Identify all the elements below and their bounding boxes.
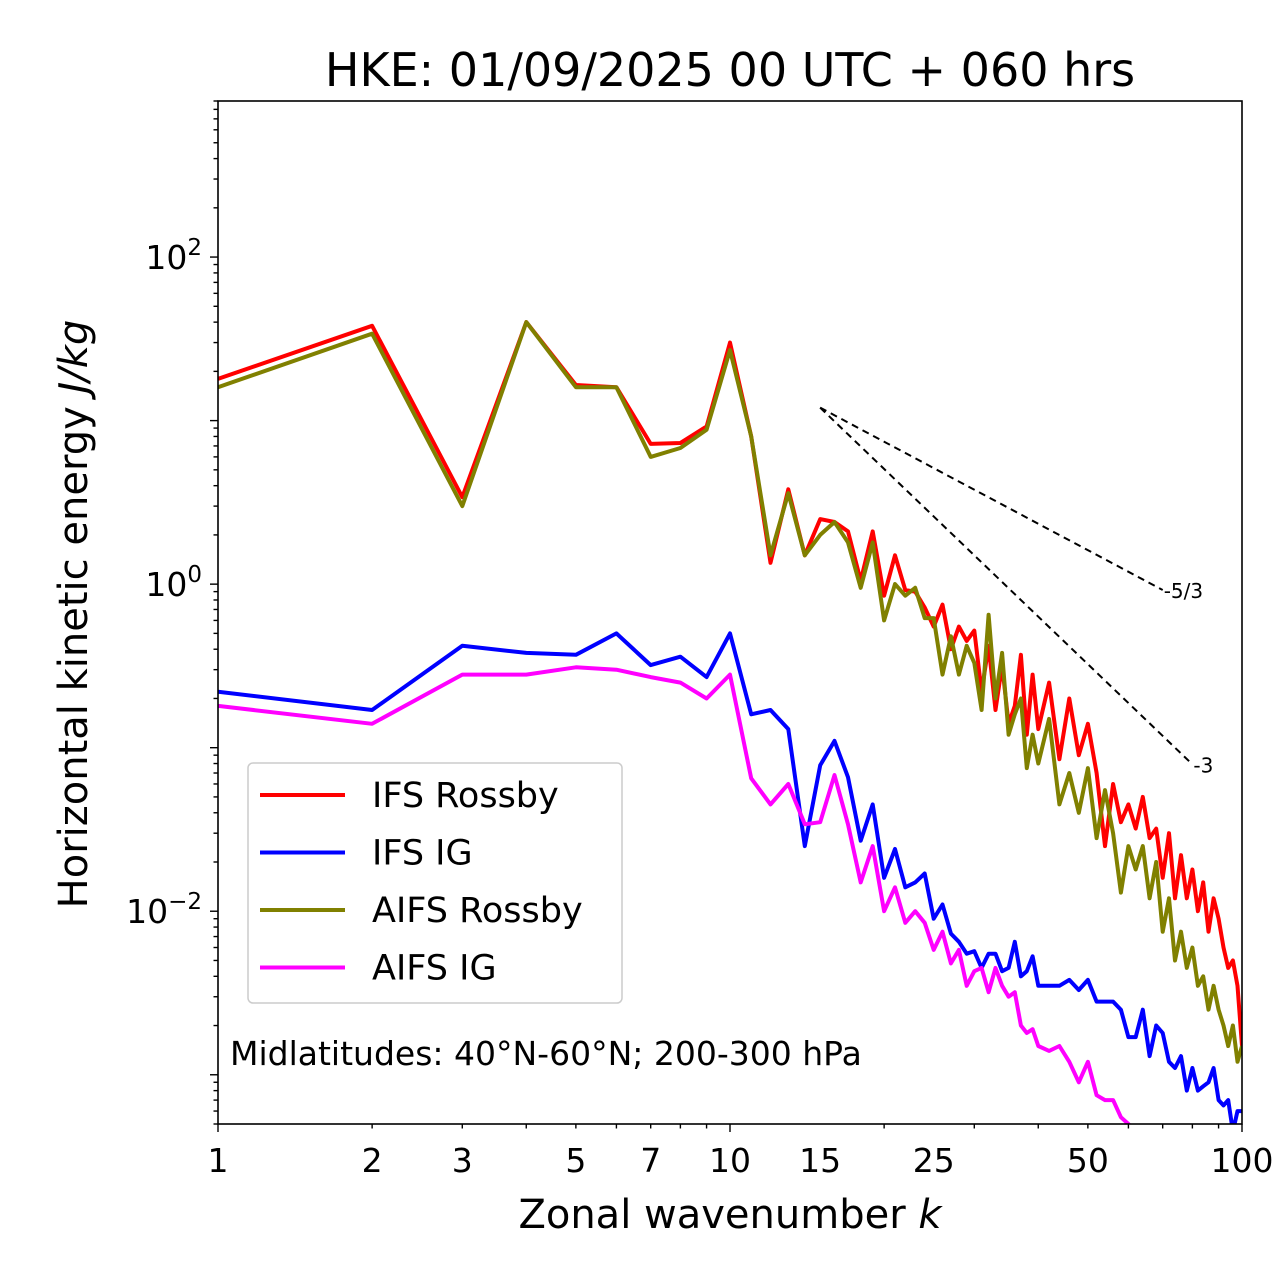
x-tick-label: 10 [709, 1141, 751, 1180]
x-axis-label: Zonal wavenumber k [518, 1192, 943, 1238]
x-axis-label-symbol: k [918, 1192, 943, 1238]
reference-slope-label: -3 [1193, 753, 1213, 777]
y-axis-label: Horizontal kinetic energy J/kg [51, 320, 97, 909]
y-tick-label: 100 [145, 562, 202, 604]
y-axis-label-unit: J/kg [51, 320, 97, 401]
x-tick-label: 1 [208, 1141, 229, 1180]
reference-slopes: -5/3 -3 [819, 406, 1213, 777]
x-tick-label: 5 [565, 1141, 586, 1180]
reference-slope-label: -5/3 [1164, 579, 1203, 603]
axis-ticks: 1 2 3 5 7 10 15 25 50 100 102 100 10−2 [126, 100, 1274, 1180]
x-tick-label: 15 [799, 1141, 841, 1180]
y-tick-label: 102 [145, 235, 202, 277]
x-tick-label: 25 [913, 1141, 955, 1180]
series-line-aifs-rossby [218, 320, 1242, 1064]
x-tick-label: 7 [640, 1141, 661, 1180]
series-layer [218, 320, 1242, 1124]
y-tick-label: 10−2 [126, 889, 202, 931]
series-line-ifs-ig [218, 631, 1242, 1124]
reference-slope-line [819, 406, 1194, 766]
reference-slope-line [819, 406, 1164, 591]
y-axis-label-text: Horizontal kinetic energy [51, 394, 97, 909]
legend: IFS Rossby IFS IG AIFS Rossby AIFS IG [247, 762, 623, 1004]
x-tick-label: 50 [1067, 1141, 1109, 1180]
x-axis-label-text: Zonal wavenumber [518, 1192, 918, 1238]
chart-title: HKE: 01/09/2025 00 UTC + 060 hrs [325, 43, 1135, 97]
legend-frame [247, 762, 623, 1004]
region-annotation: Midlatitudes: 40°N-60°N; 200-300 hPa [230, 1034, 862, 1073]
legend-label: IFS Rossby [372, 776, 559, 816]
legend-label: AIFS Rossby [372, 891, 583, 931]
legend-label: AIFS IG [372, 949, 497, 989]
legend-label: IFS IG [372, 834, 473, 874]
x-tick-label: 3 [452, 1141, 473, 1180]
x-tick-label: 100 [1211, 1141, 1274, 1180]
series-line-aifs-ig [218, 665, 1132, 1124]
x-tick-label: 2 [362, 1141, 383, 1180]
